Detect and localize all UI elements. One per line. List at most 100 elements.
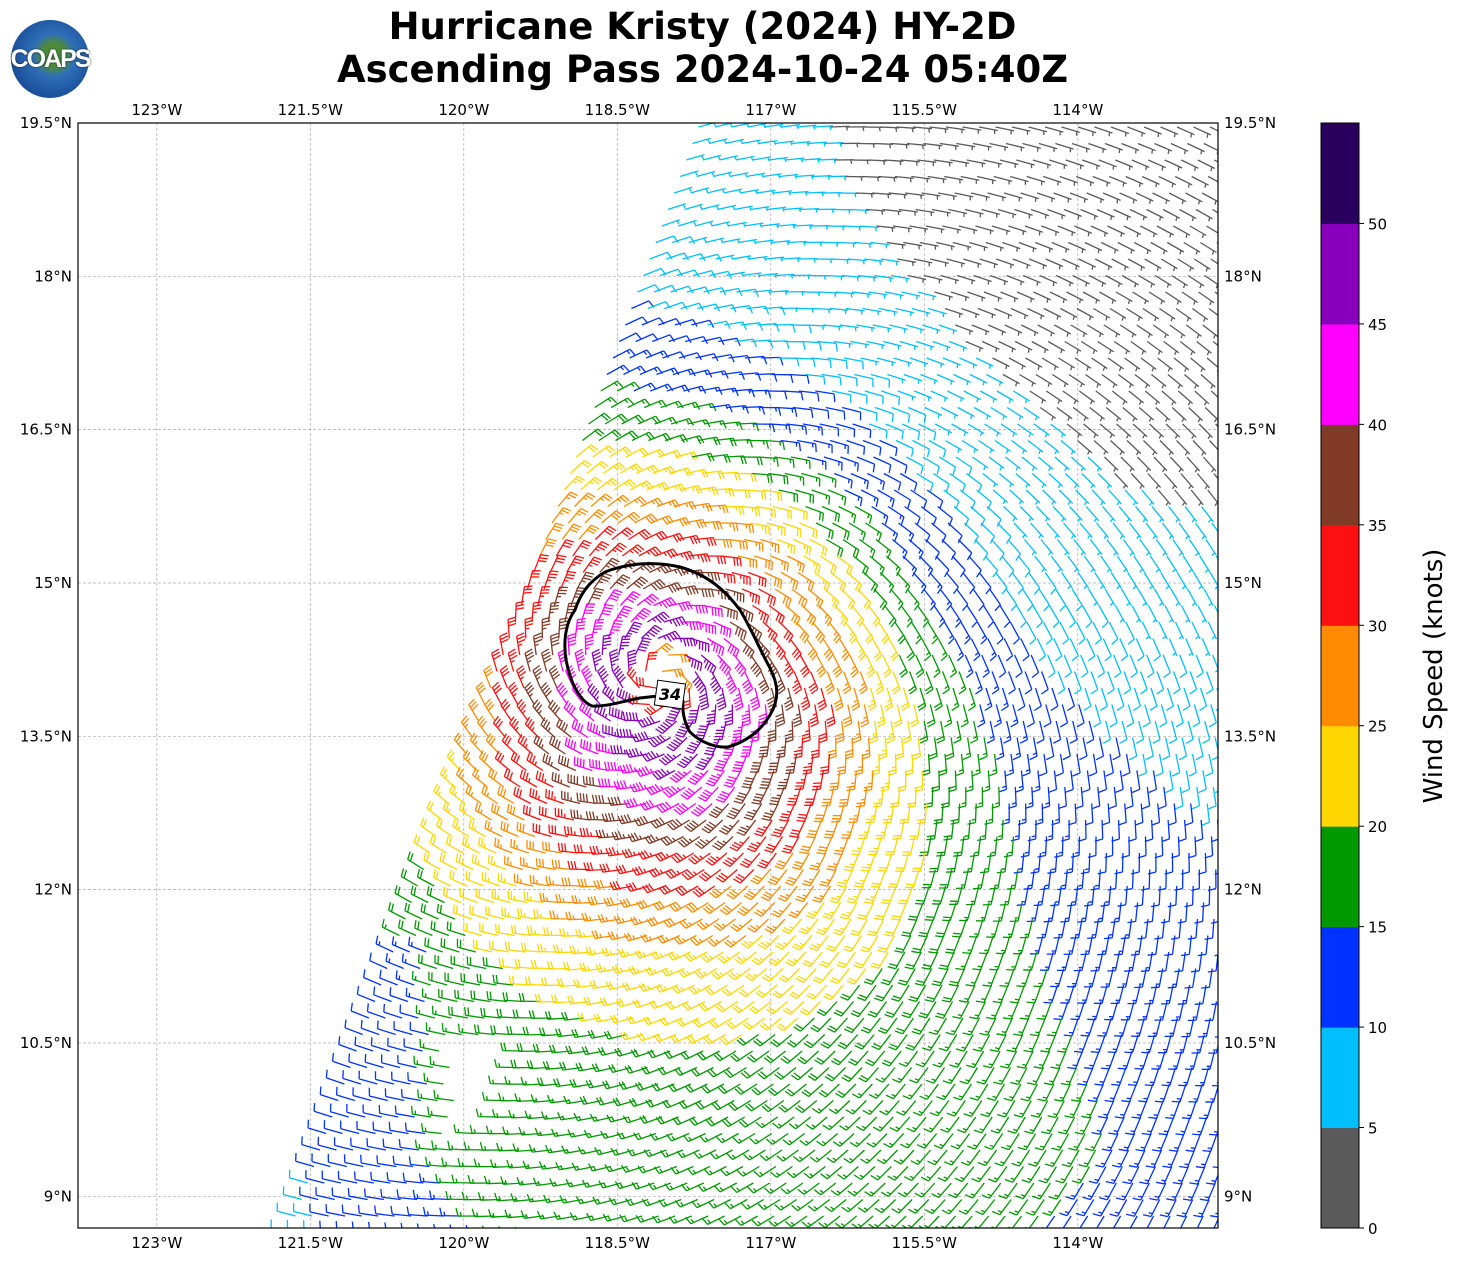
wind-barb: [1007, 1116, 1026, 1134]
wind-barb: [1033, 1050, 1051, 1069]
wind-barb: [930, 258, 949, 267]
wind-barb: [774, 1066, 797, 1080]
wind-barb: [1098, 770, 1108, 794]
wind-barb: [760, 223, 780, 229]
wind-barb: [755, 505, 777, 518]
wind-barb: [678, 671, 693, 693]
lat-tick-label-right: 19.5°N: [1224, 114, 1276, 132]
wind-barb: [792, 406, 814, 418]
wind-barb: [1185, 720, 1194, 744]
wind-barb: [728, 354, 752, 364]
wind-barb: [576, 792, 597, 805]
wind-barb: [374, 1071, 395, 1085]
wind-barb: [659, 268, 684, 277]
wind-barb: [350, 1137, 370, 1151]
wind-barb: [1114, 852, 1124, 875]
wind-barb: [1083, 687, 1092, 711]
wind-barb: [1017, 687, 1026, 712]
wind-barb: [811, 489, 831, 505]
wind-barb: [580, 739, 599, 755]
wind-barb: [1073, 671, 1082, 695]
wind-barb: [959, 489, 976, 510]
wind-barb: [757, 1198, 781, 1211]
wind-barb: [1097, 340, 1114, 355]
wind-barb: [1058, 786, 1067, 810]
wind-barb: [1077, 984, 1092, 1004]
wind-barb: [601, 510, 624, 524]
wind-barb: [1130, 340, 1147, 355]
wind-barb: [939, 869, 953, 889]
wind-barb: [1108, 1215, 1122, 1228]
wind-barb: [911, 307, 931, 317]
wind-barb: [1014, 340, 1033, 353]
wind-barb: [874, 274, 894, 283]
wind-barb: [1074, 1116, 1092, 1135]
wind-barb: [1208, 1043, 1218, 1054]
wind-barb: [938, 753, 948, 777]
wind-barb: [645, 1098, 669, 1108]
wind-barb: [960, 1149, 981, 1166]
wind-barb: [704, 555, 727, 565]
wind-barb: [1133, 687, 1142, 711]
wind-barb: [625, 747, 649, 758]
wind-barb: [540, 717, 556, 738]
wind-barb: [891, 984, 910, 1002]
wind-barb: [1200, 374, 1216, 389]
wind-barb: [577, 1146, 601, 1155]
wind-barb: [973, 1116, 993, 1134]
wind-barb: [854, 505, 873, 524]
wind-barb: [1030, 1100, 1049, 1118]
wind-barb: [1002, 373, 1020, 387]
wind-barb: [421, 988, 442, 1003]
wind-barb: [674, 1198, 698, 1208]
wind-barb: [944, 307, 964, 318]
wind-barb: [970, 506, 986, 527]
wind-barb: [356, 986, 376, 1003]
wind-barb: [943, 819, 955, 841]
wind-barb: [840, 819, 856, 839]
wind-barb: [682, 1000, 706, 1011]
wind-barb: [970, 192, 990, 201]
wind-barb: [329, 1103, 349, 1118]
wind-barb: [1203, 588, 1214, 607]
wind-barb: [849, 1133, 872, 1148]
wind-barb: [969, 241, 988, 251]
wind-barb: [1152, 1133, 1169, 1152]
wind-barb: [1166, 241, 1185, 255]
wind-barb: [992, 489, 1009, 505]
wind-barb: [538, 806, 558, 821]
wind-barb: [1187, 1001, 1201, 1022]
wind-barb: [1095, 522, 1110, 539]
wind-barb: [1135, 506, 1149, 523]
wind-barb: [370, 1171, 391, 1184]
wind-barb: [822, 638, 834, 661]
wind-barb: [872, 1116, 894, 1132]
wind-barb: [860, 489, 879, 507]
wind-barb: [1072, 753, 1081, 777]
wind-barb: [667, 516, 691, 527]
wind-barb: [387, 902, 406, 920]
wind-barb: [828, 175, 848, 181]
wind-barb: [791, 852, 810, 871]
wind-barb: [848, 803, 862, 823]
wind-barb: [1160, 258, 1178, 272]
wind-barb: [687, 770, 709, 785]
wind-barb: [775, 671, 786, 695]
wind-barb: [1118, 506, 1132, 523]
wind-barb: [607, 619, 623, 639]
wind-barb: [969, 720, 979, 744]
wind-barb: [1121, 142, 1140, 154]
wind-barb: [685, 737, 705, 754]
wind-barb: [1202, 720, 1211, 744]
wind-barb: [1155, 753, 1164, 777]
wind-barb: [612, 665, 626, 689]
wind-barb: [1157, 489, 1171, 506]
wind-barb: [557, 754, 577, 772]
wind-barb: [1128, 1149, 1146, 1168]
wind-barb: [818, 291, 838, 297]
wind-barb: [594, 525, 617, 540]
wind-barb: [1178, 737, 1188, 761]
wind-barb: [996, 935, 1011, 955]
wind-barb: [700, 951, 724, 963]
